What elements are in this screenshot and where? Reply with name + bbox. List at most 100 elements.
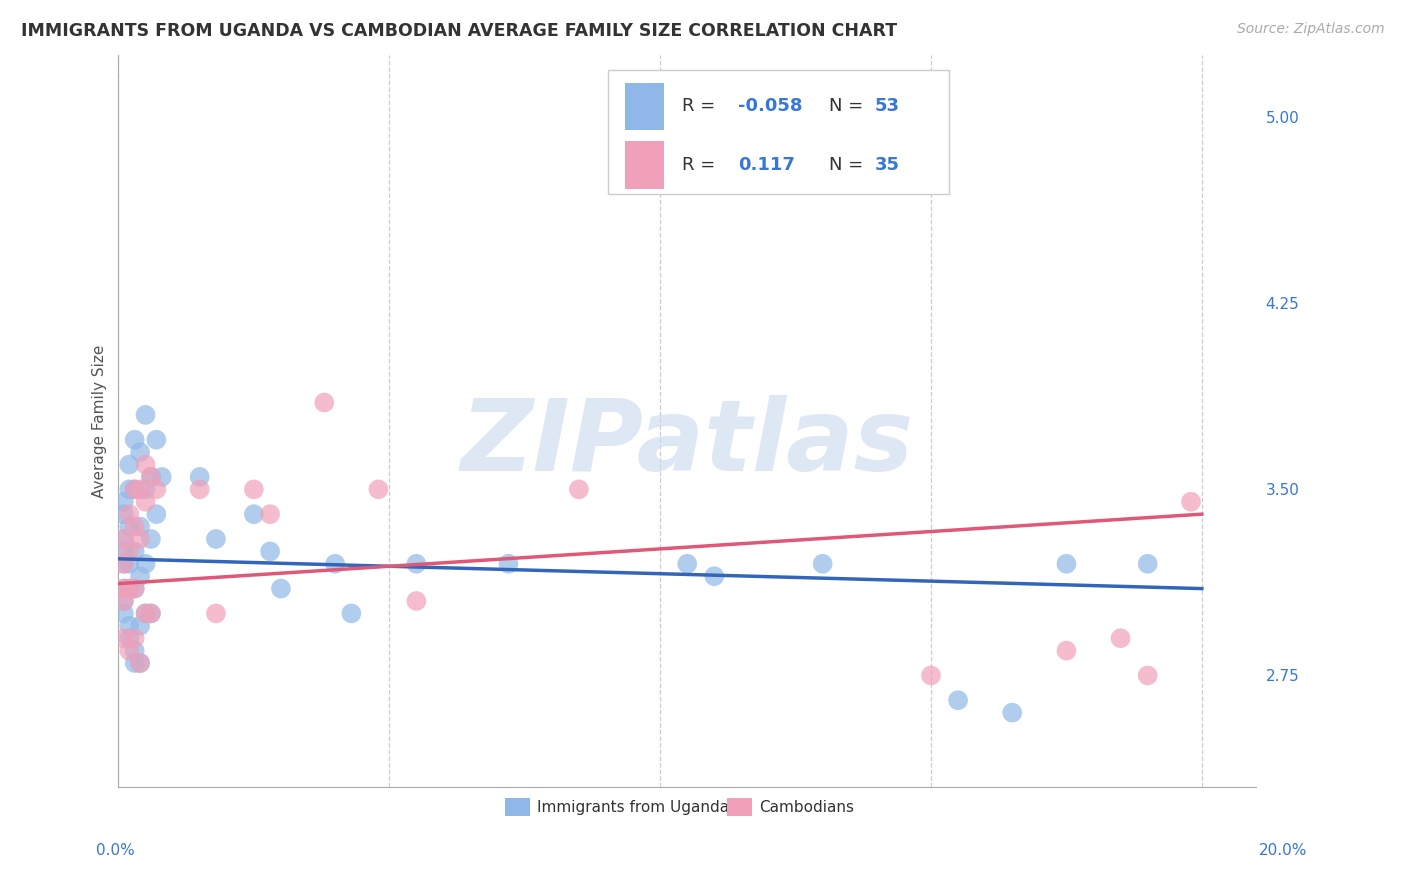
Point — [118, 582, 141, 596]
Point — [188, 483, 211, 497]
Point — [112, 507, 135, 521]
Point — [323, 557, 346, 571]
FancyBboxPatch shape — [607, 70, 949, 194]
Text: -0.058: -0.058 — [738, 97, 803, 115]
Point — [129, 656, 152, 670]
Point — [112, 582, 135, 596]
Point — [205, 532, 228, 546]
Point — [243, 507, 266, 521]
Text: Immigrants from Uganda: Immigrants from Uganda — [537, 800, 730, 815]
Text: 0.117: 0.117 — [738, 156, 796, 174]
Text: 20.0%: 20.0% — [1260, 843, 1308, 858]
Point — [124, 519, 146, 533]
Point — [118, 519, 141, 533]
Text: N =: N = — [830, 156, 869, 174]
Point — [118, 507, 141, 521]
Point — [112, 607, 135, 621]
Point — [124, 483, 146, 497]
Text: ZIPatlas: ZIPatlas — [461, 394, 914, 491]
Point — [139, 532, 162, 546]
Point — [498, 557, 520, 571]
Point — [1001, 706, 1024, 720]
Point — [145, 433, 167, 447]
Point — [124, 582, 146, 596]
Bar — [624, 83, 665, 130]
Point — [139, 607, 162, 621]
Point — [139, 607, 162, 621]
Point — [946, 693, 969, 707]
Point — [124, 544, 146, 558]
Point — [188, 470, 211, 484]
Text: R =: R = — [682, 156, 720, 174]
Bar — [624, 141, 665, 189]
Point — [340, 607, 363, 621]
Point — [920, 668, 942, 682]
Point — [1164, 830, 1187, 844]
Point — [135, 607, 157, 621]
Point — [124, 656, 146, 670]
Point — [135, 458, 157, 472]
Point — [135, 495, 157, 509]
Text: Source: ZipAtlas.com: Source: ZipAtlas.com — [1237, 22, 1385, 37]
Point — [129, 619, 152, 633]
Point — [118, 619, 141, 633]
Point — [118, 458, 141, 472]
Point — [811, 557, 834, 571]
Text: 35: 35 — [875, 156, 900, 174]
Point — [139, 470, 162, 484]
Point — [124, 483, 146, 497]
Point — [129, 656, 152, 670]
Point — [259, 544, 281, 558]
Point — [243, 483, 266, 497]
Point — [135, 483, 157, 497]
Point — [112, 544, 135, 558]
Point — [676, 557, 699, 571]
Bar — [727, 798, 752, 816]
Point — [112, 594, 135, 608]
Point — [112, 532, 135, 546]
Point — [124, 433, 146, 447]
Y-axis label: Average Family Size: Average Family Size — [93, 344, 107, 498]
Point — [145, 507, 167, 521]
Point — [118, 483, 141, 497]
Point — [124, 643, 146, 657]
Text: Cambodians: Cambodians — [759, 800, 853, 815]
Point — [112, 557, 135, 571]
Point — [118, 582, 141, 596]
Point — [112, 557, 135, 571]
Point — [259, 507, 281, 521]
Point — [129, 519, 152, 533]
Point — [205, 607, 228, 621]
Point — [112, 582, 135, 596]
Point — [118, 557, 141, 571]
Point — [124, 631, 146, 645]
Point — [367, 483, 389, 497]
Point — [118, 643, 141, 657]
Point — [145, 483, 167, 497]
Point — [112, 594, 135, 608]
Point — [124, 582, 146, 596]
Point — [129, 532, 152, 546]
Text: R =: R = — [682, 97, 720, 115]
Point — [129, 445, 152, 459]
Point — [1136, 557, 1159, 571]
Point — [135, 408, 157, 422]
Text: N =: N = — [830, 97, 869, 115]
Point — [405, 557, 427, 571]
Point — [270, 582, 292, 596]
Point — [135, 607, 157, 621]
Point — [129, 569, 152, 583]
Point — [1054, 557, 1077, 571]
Bar — [505, 798, 530, 816]
Text: 0.0%: 0.0% — [96, 843, 135, 858]
Point — [314, 395, 336, 409]
Point — [1109, 631, 1132, 645]
Point — [1180, 495, 1202, 509]
Point — [118, 631, 141, 645]
Point — [405, 594, 427, 608]
Point — [1136, 668, 1159, 682]
Point — [112, 495, 135, 509]
Point — [135, 557, 157, 571]
Point — [1054, 643, 1077, 657]
Point — [703, 569, 725, 583]
